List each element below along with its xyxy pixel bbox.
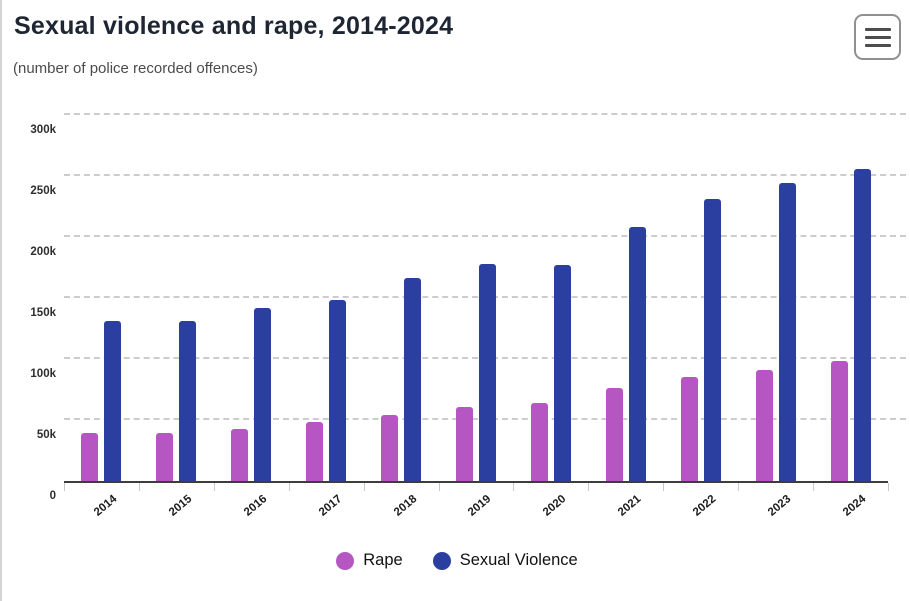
- y-axis-tick-label: 250k: [30, 185, 56, 197]
- bar-rape-2020[interactable]: [530, 402, 548, 481]
- legend-swatch-icon: [336, 551, 355, 570]
- x-axis-tick: [288, 483, 290, 491]
- bar-sexual-violence-2022[interactable]: [703, 199, 721, 481]
- x-axis-tick: [438, 483, 440, 491]
- x-axis-tick: [588, 483, 590, 491]
- legend-swatch-icon: [432, 551, 451, 570]
- legend-item-rape[interactable]: Rape: [336, 551, 403, 570]
- bar-chart-plot-area: 0 50k 100k 150k 200k 250k 300k 2014 2015 2016 2017…: [30, 113, 906, 519]
- menu-button[interactable]: [854, 14, 901, 60]
- y-axis-tick-label: 100k: [30, 368, 56, 380]
- x-axis-category-label: 2021: [616, 493, 644, 519]
- legend-label: Sexual Violence: [459, 551, 578, 569]
- x-axis-tick: [888, 483, 889, 491]
- bar-rape-2023[interactable]: [755, 369, 773, 481]
- chart-subtitle: (number of police recorded offences): [13, 60, 258, 77]
- legend-label: Rape: [363, 551, 403, 569]
- x-axis-tick: [64, 483, 65, 491]
- x-axis-category-label: 2014: [91, 493, 120, 519]
- bar-rape-2016[interactable]: [231, 428, 249, 481]
- bar-rape-2017[interactable]: [306, 422, 324, 481]
- bar-sexual-violence-2015[interactable]: [179, 321, 197, 481]
- legend-item-sexual-violence[interactable]: Sexual Violence: [432, 551, 578, 570]
- bar-rape-2024[interactable]: [830, 361, 848, 481]
- bar-rape-2022[interactable]: [680, 377, 698, 481]
- x-axis-category-label: 2015: [166, 493, 195, 519]
- y-axis-tick-label: 200k: [30, 246, 56, 258]
- x-axis-tick: [738, 483, 740, 491]
- gridline: [64, 174, 906, 176]
- bar-sexual-violence-2021[interactable]: [628, 227, 646, 481]
- x-axis-category-label: 2018: [391, 493, 419, 519]
- x-axis-category-label: 2023: [766, 493, 794, 519]
- x-axis-category-label: 2017: [316, 493, 344, 519]
- bar-rape-2019[interactable]: [456, 406, 473, 481]
- bar-sexual-violence-2019[interactable]: [479, 263, 496, 481]
- x-axis-tick: [513, 483, 515, 491]
- bar-rape-2021[interactable]: [605, 388, 623, 481]
- chart-legend: Rape Sexual Violence: [2, 551, 910, 570]
- x-axis-category-label: 2020: [541, 493, 569, 519]
- bar-sexual-violence-2020[interactable]: [553, 265, 571, 481]
- bar-sexual-violence-2023[interactable]: [778, 183, 796, 481]
- y-axis-tick-label: 0: [49, 490, 56, 502]
- bar-rape-2015[interactable]: [156, 433, 174, 481]
- bar-sexual-violence-2016[interactable]: [254, 307, 272, 481]
- x-axis-category-label: 2019: [466, 493, 494, 519]
- x-axis-category-label: 2016: [241, 493, 269, 519]
- gridline: [64, 113, 906, 115]
- y-axis-tick-label: 300k: [30, 124, 56, 136]
- y-axis-tick-label: 50k: [36, 429, 56, 441]
- bar-sexual-violence-2014[interactable]: [104, 321, 122, 481]
- y-axis-tick-label: 150k: [30, 307, 56, 319]
- chart-title: Sexual violence and rape, 2014-2024: [14, 12, 454, 40]
- bar-rape-2018[interactable]: [381, 415, 399, 481]
- bar-rape-2014[interactable]: [81, 433, 99, 481]
- bar-sexual-violence-2024[interactable]: [853, 168, 871, 481]
- x-axis-tick: [363, 483, 365, 491]
- bar-sexual-violence-2017[interactable]: [329, 300, 347, 481]
- hamburger-menu-icon: [864, 27, 891, 47]
- bar-sexual-violence-2018[interactable]: [404, 278, 422, 481]
- gridline: [64, 235, 906, 237]
- x-axis-tick: [813, 483, 815, 491]
- x-axis-category-label: 2022: [691, 493, 719, 519]
- x-axis-tick: [138, 483, 140, 491]
- x-axis-category-label: 2024: [840, 493, 869, 519]
- x-axis-tick: [663, 483, 665, 491]
- x-axis-tick: [213, 483, 215, 491]
